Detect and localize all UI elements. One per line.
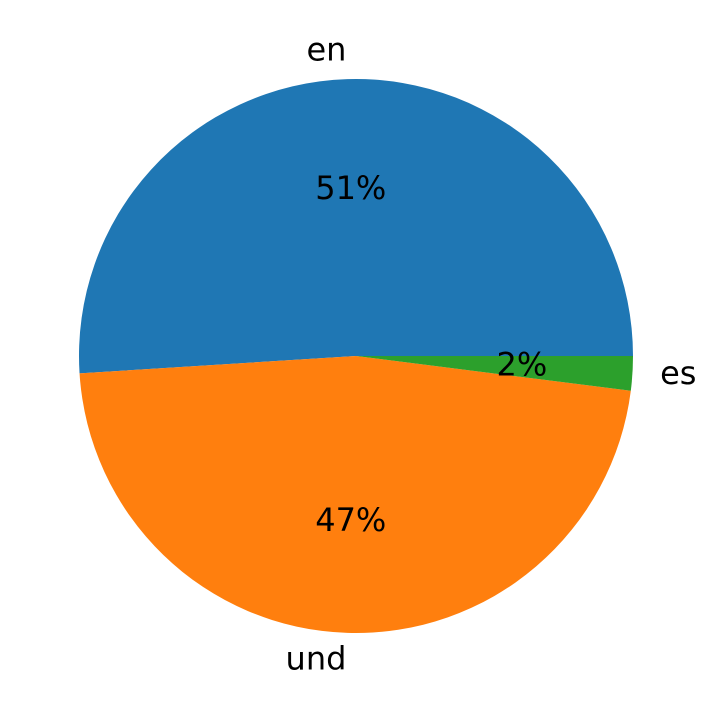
pie-slice — [79, 356, 631, 633]
value-label: 51% — [315, 169, 386, 207]
slice-label: en — [306, 30, 346, 68]
slice-label: und — [286, 640, 347, 678]
pie-slice — [78, 78, 634, 374]
value-label: 2% — [496, 345, 547, 383]
value-label: 47% — [315, 501, 386, 539]
slice-label: es — [660, 354, 696, 392]
pie-slice — [356, 356, 633, 391]
